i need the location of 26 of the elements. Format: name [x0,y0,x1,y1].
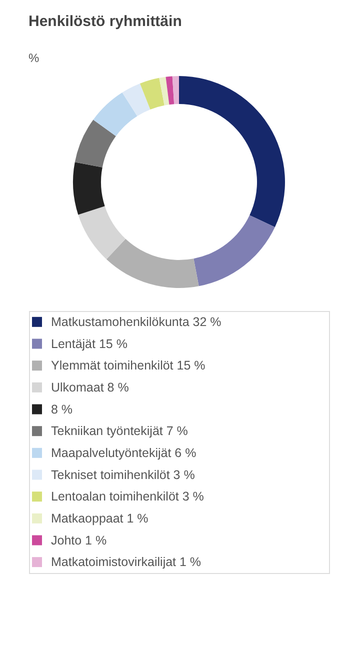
donut-slice [106,238,199,288]
legend-label: Ulkomaat 8 % [51,380,129,394]
legend-label: Matkustamohenkilökunta 32 % [51,314,222,329]
legend-label: Tekniset toimihenkilöt 3 % [51,468,195,482]
donut-slice [172,76,179,104]
legend-label: Matkatoimistovirkailijat 1 % [51,555,202,570]
donut-slice [74,120,116,168]
legend-label: Maapalvelutyöntekijät 6 % [51,446,196,460]
donut-slice [140,78,164,110]
donut-slice [194,215,275,286]
chart-subtitle: % [28,51,40,65]
donut-slice [122,83,150,116]
legend-label: Matkaoppaat 1 % [51,511,148,526]
donut-slice [93,92,138,136]
donut-slice [78,206,126,260]
donut-slice [73,162,105,215]
legend-label: Tekniikan työntekijät 7 % [51,424,188,438]
legend-label: Ylemmät toimihenkilöt 15 % [51,358,206,373]
donut-slice [159,76,170,106]
donut-slice [166,76,174,105]
legend-label: Lentoalan toimihenkilöt 3 % [51,490,204,504]
chart-title: Henkilöstö ryhmittäin [28,13,182,30]
legend-label: Johto 1 % [51,533,107,548]
donut-slice [179,76,285,228]
legend-label: Lentäjät 15 % [51,336,128,351]
data-label: 8 % [51,402,73,416]
